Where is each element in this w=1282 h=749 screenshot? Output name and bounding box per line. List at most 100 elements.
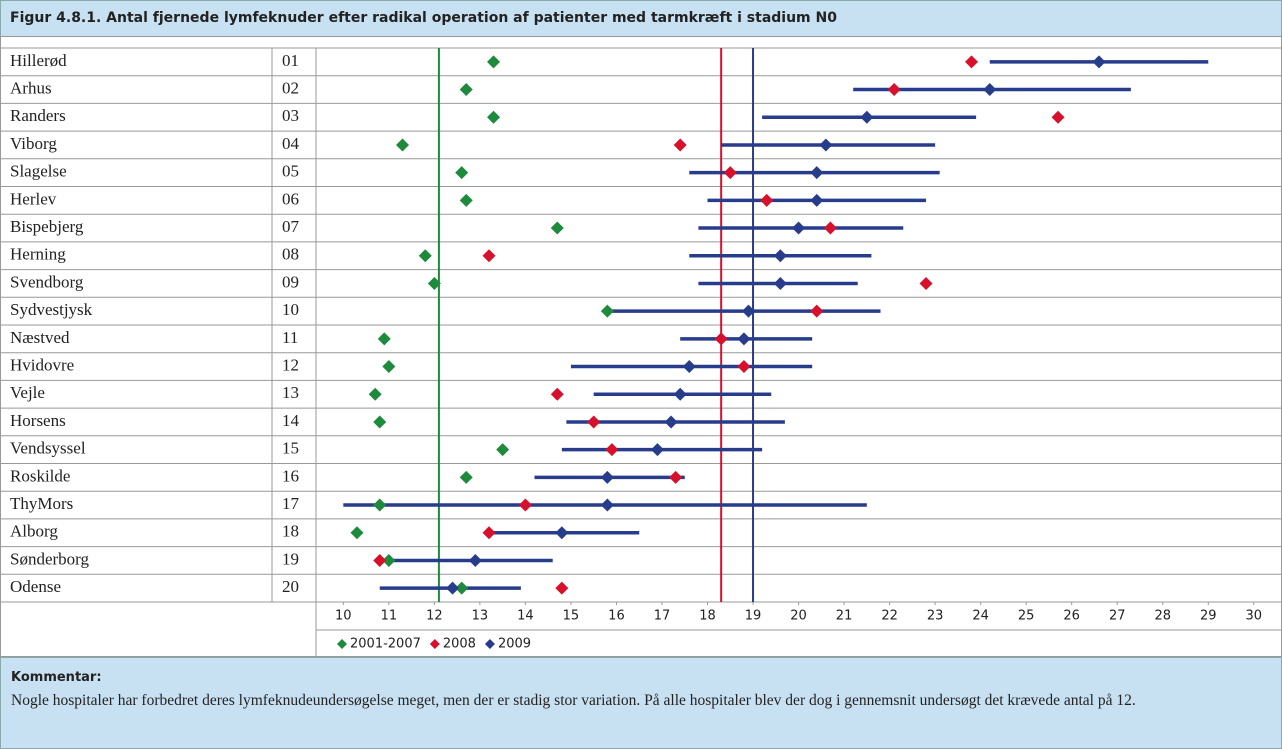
row-code: 03 — [282, 106, 299, 125]
row-label: Slagelse — [10, 162, 67, 181]
row-label: Alborg — [10, 522, 58, 541]
marker — [382, 360, 396, 374]
marker — [555, 581, 569, 595]
row-code: 07 — [282, 217, 300, 236]
marker — [773, 249, 787, 263]
marker — [919, 276, 933, 290]
row-label: Roskilde — [10, 466, 70, 485]
marker — [983, 83, 997, 97]
row-label: Horsens — [10, 411, 66, 430]
marker — [459, 470, 473, 484]
marker — [373, 498, 387, 512]
row-label: Sønderborg — [10, 549, 90, 568]
marker — [373, 553, 387, 567]
legend-marker — [429, 639, 440, 649]
marker — [760, 193, 774, 207]
row-label: Odense — [10, 577, 61, 596]
x-tick-label: 12 — [426, 609, 443, 624]
x-tick-label: 27 — [1109, 609, 1126, 624]
row-code: 06 — [282, 189, 299, 208]
row-code: 20 — [282, 577, 299, 596]
x-tick-label: 20 — [790, 609, 807, 624]
marker — [1051, 110, 1065, 124]
row-code: 14 — [282, 411, 300, 430]
row-code: 12 — [282, 355, 299, 374]
x-tick-label: 10 — [335, 609, 352, 624]
marker — [455, 166, 469, 180]
marker — [482, 249, 496, 263]
marker — [555, 526, 569, 540]
x-tick-label: 19 — [745, 609, 762, 624]
x-tick-label: 30 — [1246, 609, 1263, 624]
marker — [737, 332, 751, 346]
x-tick-label: 28 — [1154, 609, 1171, 624]
row-label: Bispebjerg — [10, 217, 84, 236]
marker — [810, 304, 824, 318]
x-tick-label: 25 — [1018, 609, 1035, 624]
legend-marker — [484, 639, 495, 649]
row-code: 08 — [282, 245, 299, 264]
marker — [600, 304, 614, 318]
row-label: Hillerød — [10, 51, 67, 70]
row-label: Arhus — [10, 78, 52, 97]
marker — [965, 55, 979, 69]
marker — [459, 83, 473, 97]
legend-label: 2001-2007 — [350, 637, 421, 652]
x-tick-label: 24 — [972, 609, 989, 624]
marker — [587, 415, 601, 429]
row-code: 02 — [282, 78, 299, 97]
marker — [395, 138, 409, 152]
marker — [550, 387, 564, 401]
marker — [418, 249, 432, 263]
marker — [373, 415, 387, 429]
row-label: Vejle — [10, 383, 45, 402]
x-tick-label: 13 — [472, 609, 489, 624]
legend-marker — [337, 639, 347, 649]
x-tick-label: 23 — [927, 609, 944, 624]
marker — [810, 166, 824, 180]
row-code: 15 — [282, 439, 299, 458]
legend-label: 2009 — [498, 637, 531, 652]
marker — [482, 526, 496, 540]
row-label: ThyMors — [10, 494, 73, 513]
marker — [810, 193, 824, 207]
row-label: Svendborg — [10, 272, 84, 291]
marker — [550, 221, 564, 235]
marker — [368, 387, 382, 401]
row-code: 11 — [282, 328, 298, 347]
x-tick-label: 18 — [699, 609, 716, 624]
marker — [673, 138, 687, 152]
marker — [446, 581, 460, 595]
marker — [487, 110, 501, 124]
x-tick-label: 17 — [654, 609, 671, 624]
row-label: Herning — [10, 245, 66, 264]
x-tick-label: 15 — [563, 609, 580, 624]
title-bar — [0, 0, 1282, 37]
x-tick-label: 22 — [881, 609, 898, 624]
row-code: 04 — [282, 134, 300, 153]
marker — [455, 581, 469, 595]
marker — [600, 470, 614, 484]
marker — [860, 110, 874, 124]
marker — [741, 304, 755, 318]
row-label: Sydvestjysk — [10, 300, 93, 319]
row-code: 17 — [282, 494, 300, 513]
marker — [468, 553, 482, 567]
marker — [487, 55, 501, 69]
row-code: 16 — [282, 466, 299, 485]
marker — [664, 415, 678, 429]
marker — [669, 470, 683, 484]
row-label: Herlev — [10, 189, 57, 208]
x-tick-label: 21 — [836, 609, 853, 624]
table-frame — [0, 36, 1282, 657]
marker — [382, 553, 396, 567]
marker — [600, 498, 614, 512]
marker — [1092, 55, 1106, 69]
row-label: Næstved — [10, 328, 70, 347]
row-code: 01 — [282, 51, 299, 70]
marker — [605, 443, 619, 457]
row-code: 19 — [282, 549, 299, 568]
marker — [459, 193, 473, 207]
x-tick-label: 11 — [381, 609, 398, 624]
